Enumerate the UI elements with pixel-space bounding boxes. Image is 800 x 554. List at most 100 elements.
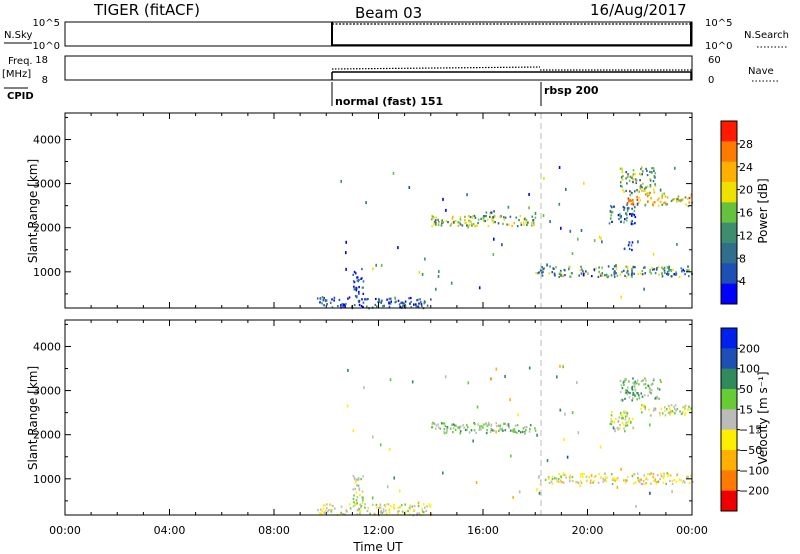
- range-cell: [402, 301, 404, 304]
- colorbar-segment: [721, 328, 737, 349]
- range-cell: [470, 223, 473, 226]
- range-cell: [670, 199, 673, 203]
- range-cell: [619, 423, 621, 427]
- range-cell: [381, 511, 383, 514]
- range-cell: [437, 218, 439, 221]
- x-tick-label: 08:00: [258, 524, 290, 537]
- range-cell: [424, 506, 426, 509]
- range-cell: [475, 224, 477, 227]
- range-cell: [647, 394, 649, 397]
- range-cell: [621, 171, 623, 174]
- range-cell: [654, 272, 657, 275]
- range-cell: [589, 481, 592, 484]
- range-cell: [632, 397, 634, 400]
- range-cell: [630, 244, 633, 247]
- range-cell: [604, 472, 606, 475]
- range-cell: [617, 214, 620, 217]
- nsky-tick-high: 10^5: [33, 18, 60, 29]
- range-cell: [623, 206, 626, 209]
- range-cell: [668, 265, 670, 268]
- range-cell: [398, 303, 401, 306]
- range-cell: [347, 297, 349, 300]
- range-cell: [653, 175, 656, 178]
- range-cell: [645, 186, 647, 189]
- range-cell: [673, 478, 676, 482]
- range-cell: [467, 381, 470, 385]
- nsearch-tick-high: 10^5: [705, 18, 732, 29]
- range-cell: [673, 198, 675, 201]
- range-cell: [654, 478, 657, 481]
- range-cell: [439, 427, 442, 430]
- range-cell: [506, 223, 508, 226]
- range-cell: [632, 200, 634, 204]
- nsky-label: N.Sky: [4, 30, 32, 41]
- range-cell: [654, 407, 657, 410]
- range-cell: [666, 266, 669, 269]
- range-cell: [445, 431, 448, 434]
- range-cell: [589, 479, 592, 482]
- range-cell: [549, 220, 551, 224]
- nave-tick-high: 60: [708, 55, 721, 66]
- range-cell: [679, 200, 682, 203]
- range-cell: [622, 381, 625, 384]
- range-cell: [627, 244, 630, 247]
- range-cell: [624, 377, 626, 381]
- range-cell: [381, 299, 383, 302]
- range-cell: [348, 503, 351, 506]
- range-cell: [601, 272, 604, 275]
- range-cell: [333, 296, 336, 299]
- range-cell: [599, 273, 602, 276]
- range-cell: [629, 213, 631, 216]
- range-cell: [452, 427, 455, 430]
- range-cell: [613, 265, 616, 268]
- range-cell: [490, 423, 493, 427]
- range-cell: [502, 222, 504, 225]
- range-cell: [528, 430, 531, 433]
- range-cell: [487, 421, 490, 424]
- range-cell: [658, 411, 661, 415]
- range-cell: [364, 506, 366, 509]
- range-cell: [620, 295, 622, 299]
- range-cell: [383, 304, 385, 307]
- range-cell: [638, 383, 640, 386]
- range-cell: [379, 443, 382, 447]
- range-cell: [576, 481, 579, 484]
- power-colorbar-label: Power [dB]: [756, 178, 770, 243]
- colorbar-segment: [721, 243, 737, 264]
- range-cell: [664, 195, 667, 198]
- range-cell: [454, 220, 457, 223]
- range-cell: [662, 475, 664, 478]
- range-cell: [580, 480, 582, 483]
- colorbar-tick-label: 8: [739, 252, 746, 265]
- range-cell: [593, 475, 596, 479]
- range-cell: [357, 280, 359, 283]
- range-cell: [631, 207, 633, 210]
- range-cell: [665, 482, 667, 485]
- range-cell: [555, 266, 557, 269]
- range-cell: [428, 503, 430, 506]
- range-cell: [626, 413, 628, 416]
- range-cell: [663, 269, 666, 272]
- range-cell: [611, 220, 613, 223]
- y-tick-label: 1000: [33, 266, 61, 279]
- range-cell: [550, 480, 553, 483]
- range-cell: [688, 405, 690, 408]
- range-cell: [543, 176, 545, 180]
- range-cell: [632, 381, 634, 384]
- range-cell: [541, 266, 543, 269]
- range-cell: [435, 424, 438, 427]
- range-cell: [321, 510, 323, 513]
- range-cell: [444, 375, 447, 379]
- range-cell: [593, 239, 596, 243]
- range-cell: [323, 504, 325, 507]
- range-cell: [378, 507, 380, 510]
- range-cell: [359, 509, 362, 512]
- range-cell: [667, 474, 669, 478]
- colorbar-segment: [721, 429, 737, 451]
- range-cell: [430, 218, 433, 221]
- range-cell: [610, 274, 613, 277]
- range-cell: [388, 297, 391, 300]
- range-cell: [492, 253, 495, 256]
- range-cell: [366, 509, 369, 513]
- range-cell: [388, 302, 390, 305]
